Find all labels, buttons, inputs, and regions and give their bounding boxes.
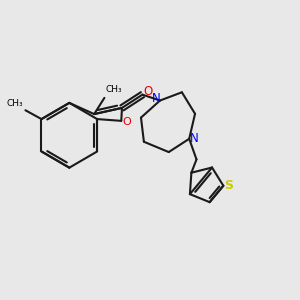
Text: CH₃: CH₃	[106, 85, 122, 94]
Text: O: O	[143, 85, 152, 98]
Text: N: N	[152, 92, 161, 105]
Text: N: N	[190, 132, 198, 145]
Text: O: O	[122, 117, 131, 127]
Text: S: S	[224, 179, 233, 192]
Text: CH₃: CH₃	[7, 99, 23, 108]
